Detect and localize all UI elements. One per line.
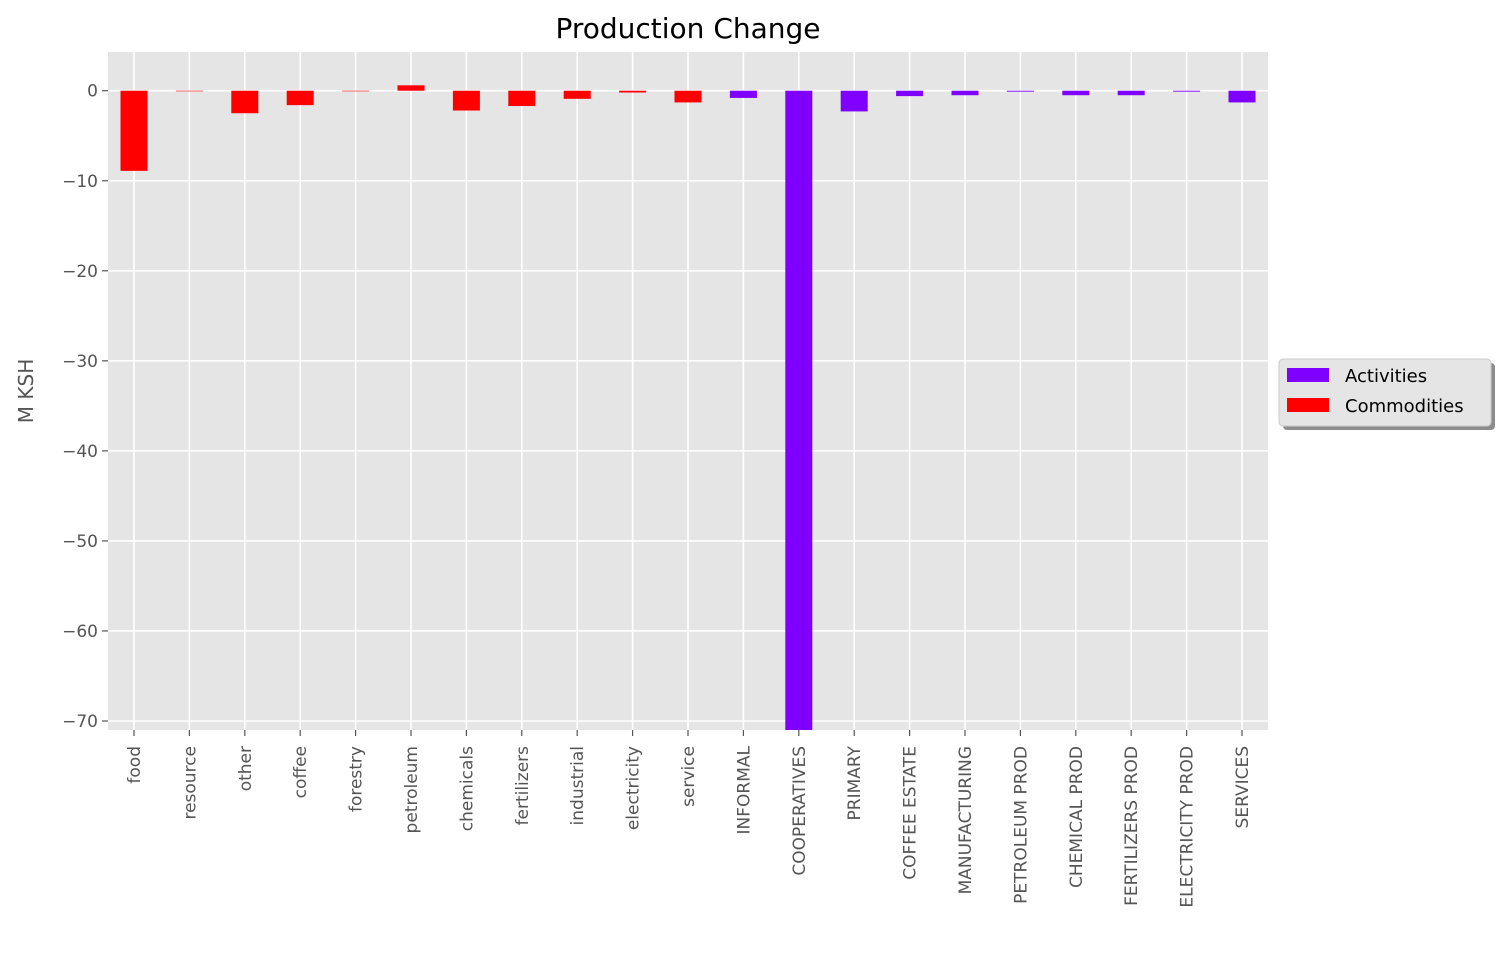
x-tick-label: ELECTRICITY PROD — [1178, 746, 1198, 908]
x-tick-label: INFORMAL — [734, 745, 754, 834]
x-tick-label: PRIMARY — [845, 745, 865, 820]
y-tick-label: 0 — [87, 82, 98, 102]
x-tick-label: MANUFACTURING — [956, 746, 976, 894]
legend: Activities Commodities — [1278, 358, 1495, 430]
x-tick-label: COOPERATIVES — [790, 746, 810, 876]
chart-title: Production Change — [555, 12, 820, 45]
bars — [120, 85, 1256, 730]
y-axis-ticks: 0 −10 −20 −30 −40 −50 −60 −70 — [62, 82, 108, 732]
x-tick-label: chemicals — [457, 746, 477, 831]
bar-commodities-forestry — [342, 90, 370, 92]
bar-activities-informal — [729, 90, 757, 98]
x-tick-label: forestry — [347, 746, 367, 812]
x-tick-label: PETROLEUM PROD — [1011, 746, 1031, 904]
x-tick-label: petroleum — [402, 746, 422, 833]
x-tick-label: FERTILIZERS PROD — [1122, 746, 1142, 906]
bar-commodities-resource — [175, 90, 203, 92]
legend-swatch-commodities — [1287, 398, 1329, 412]
bar-activities-primary — [840, 90, 868, 112]
x-tick-label: industrial — [568, 746, 588, 825]
legend-box — [1278, 358, 1492, 427]
bar-activities-fertilizers-prod — [1117, 90, 1145, 96]
legend-label-activities: Activities — [1345, 366, 1427, 387]
y-tick-label: −50 — [62, 532, 98, 552]
y-tick-label: −10 — [62, 172, 98, 192]
bar-commodities-petroleum — [397, 85, 425, 91]
bar-commodities-coffee — [286, 90, 314, 106]
bar-activities-chemical-prod — [1062, 90, 1090, 96]
bar-commodities-electricity — [619, 90, 647, 93]
x-tick-label: electricity — [624, 746, 644, 830]
bar-activities-manufacturing — [951, 90, 979, 96]
bar-activities-petroleum-prod — [1006, 90, 1034, 92]
y-tick-label: −70 — [62, 712, 98, 732]
x-tick-label: SERVICES — [1233, 746, 1253, 828]
bar-commodities-service — [674, 90, 702, 103]
bar-commodities-chemicals — [452, 90, 480, 111]
x-tick-label: fertilizers — [513, 746, 533, 826]
x-tick-label: service — [679, 746, 699, 807]
legend-label-commodities: Commodities — [1345, 396, 1464, 417]
bar-commodities-industrial — [563, 90, 591, 99]
bar-activities-electricity-prod — [1173, 90, 1201, 92]
bar-commodities-food — [120, 90, 148, 171]
y-tick-label: −20 — [62, 262, 98, 282]
x-axis-ticks: food resource other coffee forestry petroleum… — [125, 730, 1253, 908]
bar-activities-cooperatives — [785, 90, 813, 730]
y-tick-label: −30 — [62, 352, 98, 372]
x-tick-label: coffee — [291, 746, 311, 798]
x-tick-label: food — [125, 746, 145, 784]
x-tick-label: other — [236, 746, 256, 791]
bar-activities-services — [1228, 90, 1256, 103]
x-tick-label: resource — [180, 746, 200, 820]
y-axis-label: M KSH — [14, 359, 38, 423]
x-tick-label: CHEMICAL PROD — [1067, 746, 1087, 888]
legend-swatch-activities — [1287, 368, 1329, 382]
bar-commodities-fertilizers — [508, 90, 536, 107]
bar-activities-coffee-estate — [896, 90, 924, 97]
bar-commodities-other — [231, 90, 259, 114]
y-tick-label: −40 — [62, 442, 98, 462]
y-tick-label: −60 — [62, 622, 98, 642]
x-tick-label: COFFEE ESTATE — [901, 746, 921, 880]
